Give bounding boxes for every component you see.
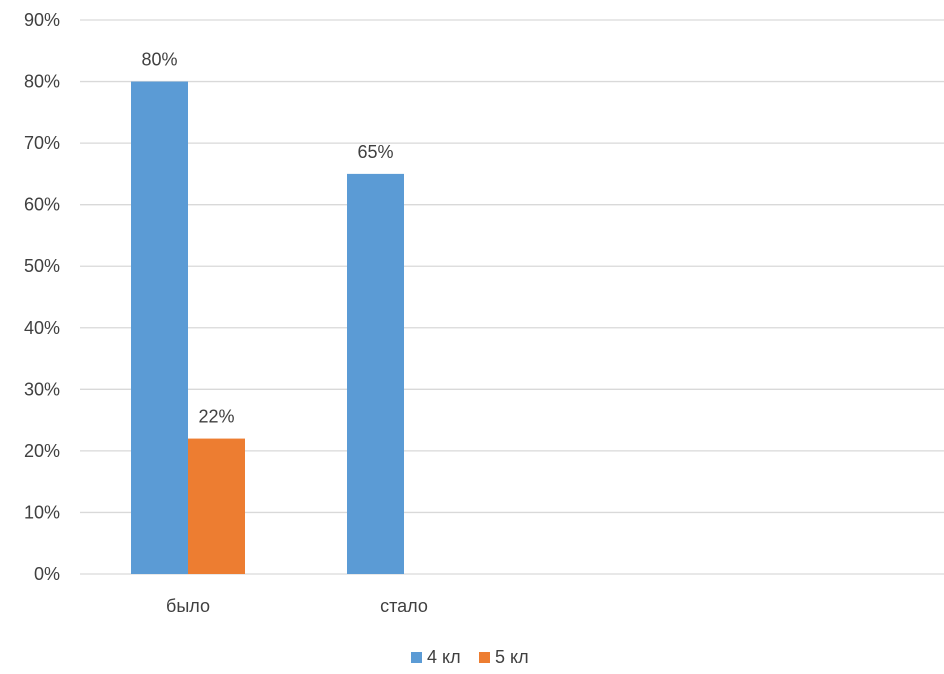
x-axis-categories: было стало xyxy=(166,596,428,616)
legend: 4 кл 5 кл xyxy=(411,647,529,667)
y-tick-label: 90% xyxy=(24,10,60,30)
y-tick-label: 60% xyxy=(24,195,60,215)
data-label: 22% xyxy=(198,407,234,427)
data-label: 65% xyxy=(357,142,393,162)
legend-swatch xyxy=(479,652,490,663)
y-tick-label: 30% xyxy=(24,379,60,399)
y-axis-ticks: 0% 10% 20% 30% 40% 50% 60% 70% 80% 90% xyxy=(24,10,60,584)
y-tick-label: 40% xyxy=(24,318,60,338)
y-tick-label: 80% xyxy=(24,72,60,92)
y-tick-label: 70% xyxy=(24,133,60,153)
x-category-label: стало xyxy=(380,596,428,616)
legend-label: 5 кл xyxy=(495,647,529,667)
bar xyxy=(131,81,188,575)
data-labels: 80% 65% 22% xyxy=(141,50,393,427)
legend-swatch xyxy=(411,652,422,663)
y-tick-label: 0% xyxy=(34,564,60,584)
bar xyxy=(188,438,245,574)
y-tick-label: 50% xyxy=(24,256,60,276)
y-tick-label: 10% xyxy=(24,502,60,522)
legend-label: 4 кл xyxy=(427,647,461,667)
y-tick-label: 20% xyxy=(24,441,60,461)
bar xyxy=(347,173,404,574)
bars xyxy=(131,81,404,575)
data-label: 80% xyxy=(141,50,177,70)
x-category-label: было xyxy=(166,596,210,616)
